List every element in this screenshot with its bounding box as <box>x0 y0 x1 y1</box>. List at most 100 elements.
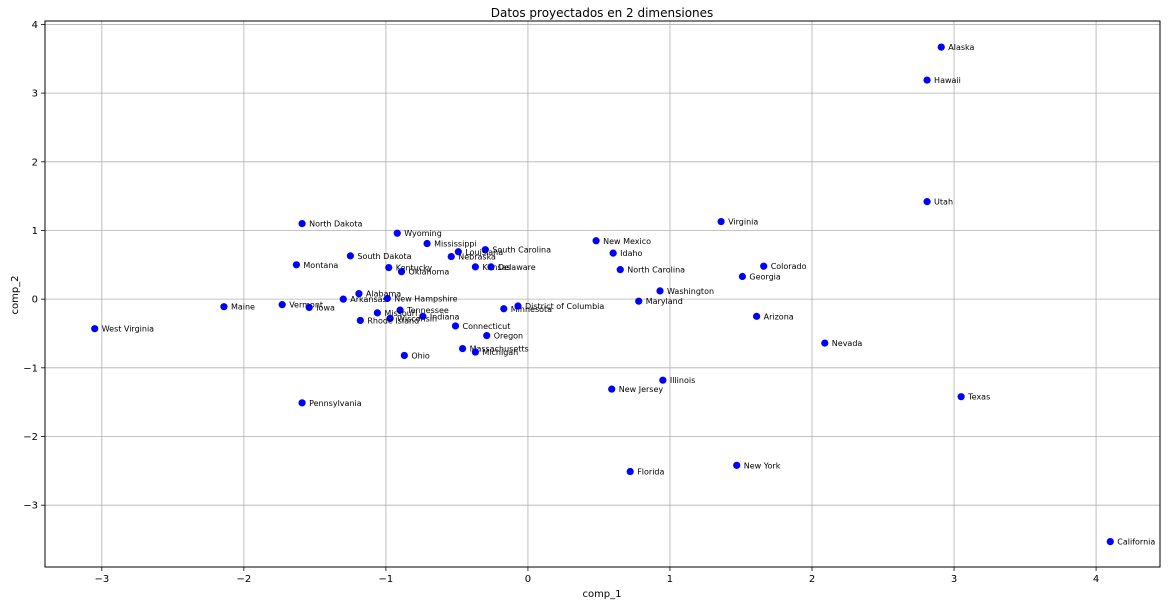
data-point <box>481 246 489 254</box>
point-label: Utah <box>934 198 953 207</box>
data-point <box>514 302 522 310</box>
data-point <box>733 461 741 469</box>
point-label: New York <box>744 461 781 470</box>
data-point <box>423 239 431 248</box>
point-label: Minnesota <box>511 305 552 314</box>
point-label: Vermont <box>289 301 323 310</box>
point-label: Louisiana <box>465 248 503 257</box>
y-tick-label: −3 <box>23 501 38 512</box>
point-label: North Carolina <box>627 266 685 275</box>
x-axis-label: comp_1 <box>582 589 621 600</box>
point-label: Indiana <box>430 312 460 321</box>
data-point <box>821 339 829 347</box>
data-point <box>454 248 462 256</box>
y-tick-label: −2 <box>23 432 38 443</box>
data-point <box>957 393 965 401</box>
x-tick-label: 1 <box>667 574 673 585</box>
point-label: Iowa <box>316 303 335 312</box>
point-label: Maine <box>231 303 255 312</box>
point-label: Idaho <box>620 249 642 258</box>
point-label: Pennsylvania <box>309 399 362 408</box>
point-label: Kansas <box>482 263 510 272</box>
point-label: Texas <box>967 393 990 402</box>
x-tick-label: 0 <box>525 574 531 585</box>
y-tick-label: 3 <box>32 89 38 100</box>
point-label: South Carolina <box>492 246 551 255</box>
point-label: Oklahoma <box>409 268 450 277</box>
data-point <box>753 312 761 320</box>
data-point <box>419 312 427 320</box>
chart-title: Datos proyectados en 2 dimensiones <box>491 6 714 20</box>
data-point <box>91 325 99 333</box>
data-point <box>355 290 363 298</box>
data-point <box>659 376 667 384</box>
point-label: Ohio <box>411 351 430 360</box>
data-point <box>447 252 455 261</box>
point-label: South Dakota <box>357 252 411 261</box>
point-label: Alaska <box>948 43 974 52</box>
y-tick-label: 1 <box>32 226 38 237</box>
data-point <box>458 345 467 353</box>
data-point <box>738 272 747 281</box>
y-tick-label: 4 <box>32 20 38 31</box>
point-label: Nevada <box>832 339 863 348</box>
data-point <box>386 314 394 322</box>
axis-ticks: −3 −2 −1 0 1 2 3 4 −3 −2 −1 0 1 2 3 4 <box>23 20 1099 585</box>
data-point <box>626 467 634 476</box>
data-points: Alaska Hawaii Utah Virginia North Dakota Wyom… <box>91 43 1155 547</box>
data-point <box>305 303 313 311</box>
point-label: Kentucky <box>396 264 433 273</box>
data-point <box>383 294 391 303</box>
point-label: New Jersey <box>619 385 664 394</box>
point-label: Missouri <box>384 309 417 318</box>
data-point <box>356 316 364 325</box>
data-point <box>397 268 406 276</box>
data-point <box>393 229 401 237</box>
data-point <box>717 217 725 226</box>
x-tick-label: −3 <box>94 574 109 585</box>
data-point <box>292 261 301 269</box>
data-point <box>346 252 354 260</box>
data-point <box>396 306 404 314</box>
y-axis-label: comp_2 <box>10 275 21 314</box>
data-point <box>278 301 286 309</box>
data-point <box>298 399 306 407</box>
point-label: Rhode Island <box>367 316 419 325</box>
data-point <box>451 322 460 330</box>
point-label: Colorado <box>771 262 807 271</box>
point-label: West Virginia <box>102 325 154 334</box>
data-point <box>483 331 491 340</box>
x-tick-label: 3 <box>951 574 957 585</box>
data-point <box>616 266 624 274</box>
data-point <box>609 249 617 257</box>
data-point <box>608 385 616 393</box>
data-point <box>1106 537 1114 546</box>
point-label: New Hampshire <box>394 294 457 303</box>
grid-lines <box>45 21 1160 567</box>
point-label: District of Columbia <box>525 302 604 311</box>
data-point <box>937 43 945 51</box>
data-point <box>760 262 768 270</box>
point-label: Tennessee <box>406 306 449 315</box>
x-tick-label: 2 <box>809 574 815 585</box>
point-label: Delaware <box>498 263 536 272</box>
data-point <box>923 76 931 84</box>
data-point <box>500 305 508 313</box>
data-point <box>487 263 495 271</box>
point-label: Oregon <box>494 332 523 341</box>
point-label: California <box>1117 538 1155 547</box>
y-tick-label: 0 <box>32 295 38 306</box>
point-label: Massachusetts <box>470 345 529 354</box>
x-tick-label: −1 <box>379 574 394 585</box>
point-label: Connecticut <box>462 322 510 331</box>
point-label: Arkansas <box>350 295 386 304</box>
y-tick-label: −1 <box>23 363 38 374</box>
data-point <box>298 220 306 228</box>
point-label: Virginia <box>728 218 758 227</box>
point-label: Montana <box>303 261 338 270</box>
point-label: Nebraska <box>458 253 496 262</box>
data-point <box>339 295 347 303</box>
data-point <box>923 198 931 206</box>
data-point <box>471 263 479 271</box>
